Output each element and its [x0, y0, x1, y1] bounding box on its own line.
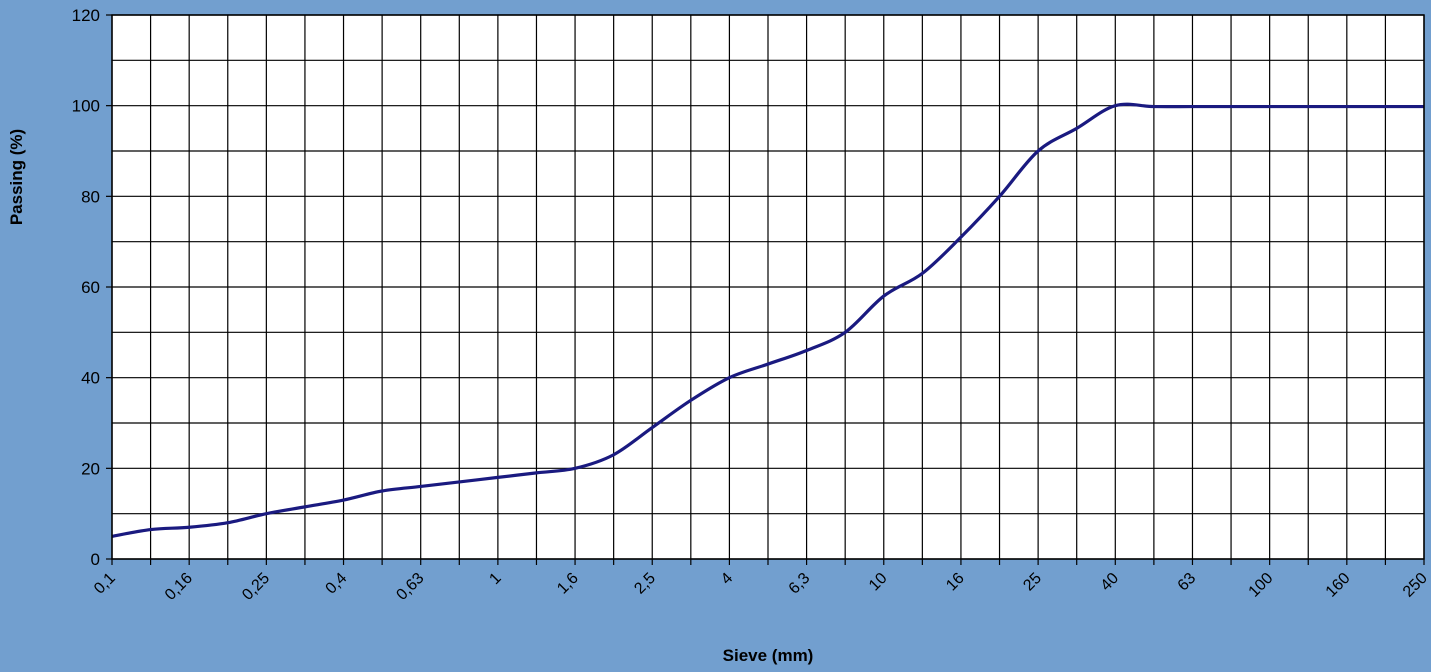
- y-tick-label: 100: [72, 97, 100, 116]
- y-tick-label: 20: [81, 459, 100, 478]
- x-tick-label: 250: [1400, 570, 1431, 601]
- x-tick-label: 4: [718, 570, 736, 588]
- x-tick-label: 0,63: [393, 570, 427, 604]
- x-tick-label: 0,4: [323, 570, 351, 598]
- y-tick-label: 0: [91, 550, 100, 569]
- plot-border: [111, 14, 1425, 560]
- x-tick-label: 100: [1246, 570, 1277, 601]
- x-tick-label: 10: [866, 570, 891, 595]
- series-line: [111, 102, 1424, 538]
- x-tick-label: 0,16: [162, 570, 196, 604]
- x-tick-label: 2,5: [631, 570, 659, 598]
- x-axis-title: Sieve (mm): [723, 646, 814, 665]
- y-axis-title: Passing (%): [7, 129, 26, 225]
- x-tick-label: 1,6: [554, 570, 582, 598]
- x-tick-label: 0,1: [91, 570, 119, 598]
- y-axis-ticks: 0 20 40 60 80 100 120: [72, 6, 112, 569]
- y-tick-label: 120: [72, 6, 100, 25]
- y-tick-label: 40: [81, 369, 100, 388]
- x-tick-label: 16: [943, 570, 968, 595]
- x-tick-label: 1: [486, 570, 504, 588]
- x-tick-label: 63: [1175, 570, 1200, 595]
- y-tick-label: 60: [81, 278, 100, 297]
- x-tick-label: 160: [1323, 570, 1354, 601]
- x-tick-label: 0,25: [239, 570, 273, 604]
- x-tick-label: 40: [1098, 570, 1123, 595]
- y-tick-label: 80: [81, 187, 100, 206]
- x-tick-label: 6,3: [786, 570, 814, 598]
- x-axis-ticks: 0,1 0,16 0,25 0,4 0,63 1 1,6 2,5 4 6,3 10 16 25 40 63 1…: [91, 559, 1431, 604]
- x-tick-label: 25: [1020, 570, 1045, 595]
